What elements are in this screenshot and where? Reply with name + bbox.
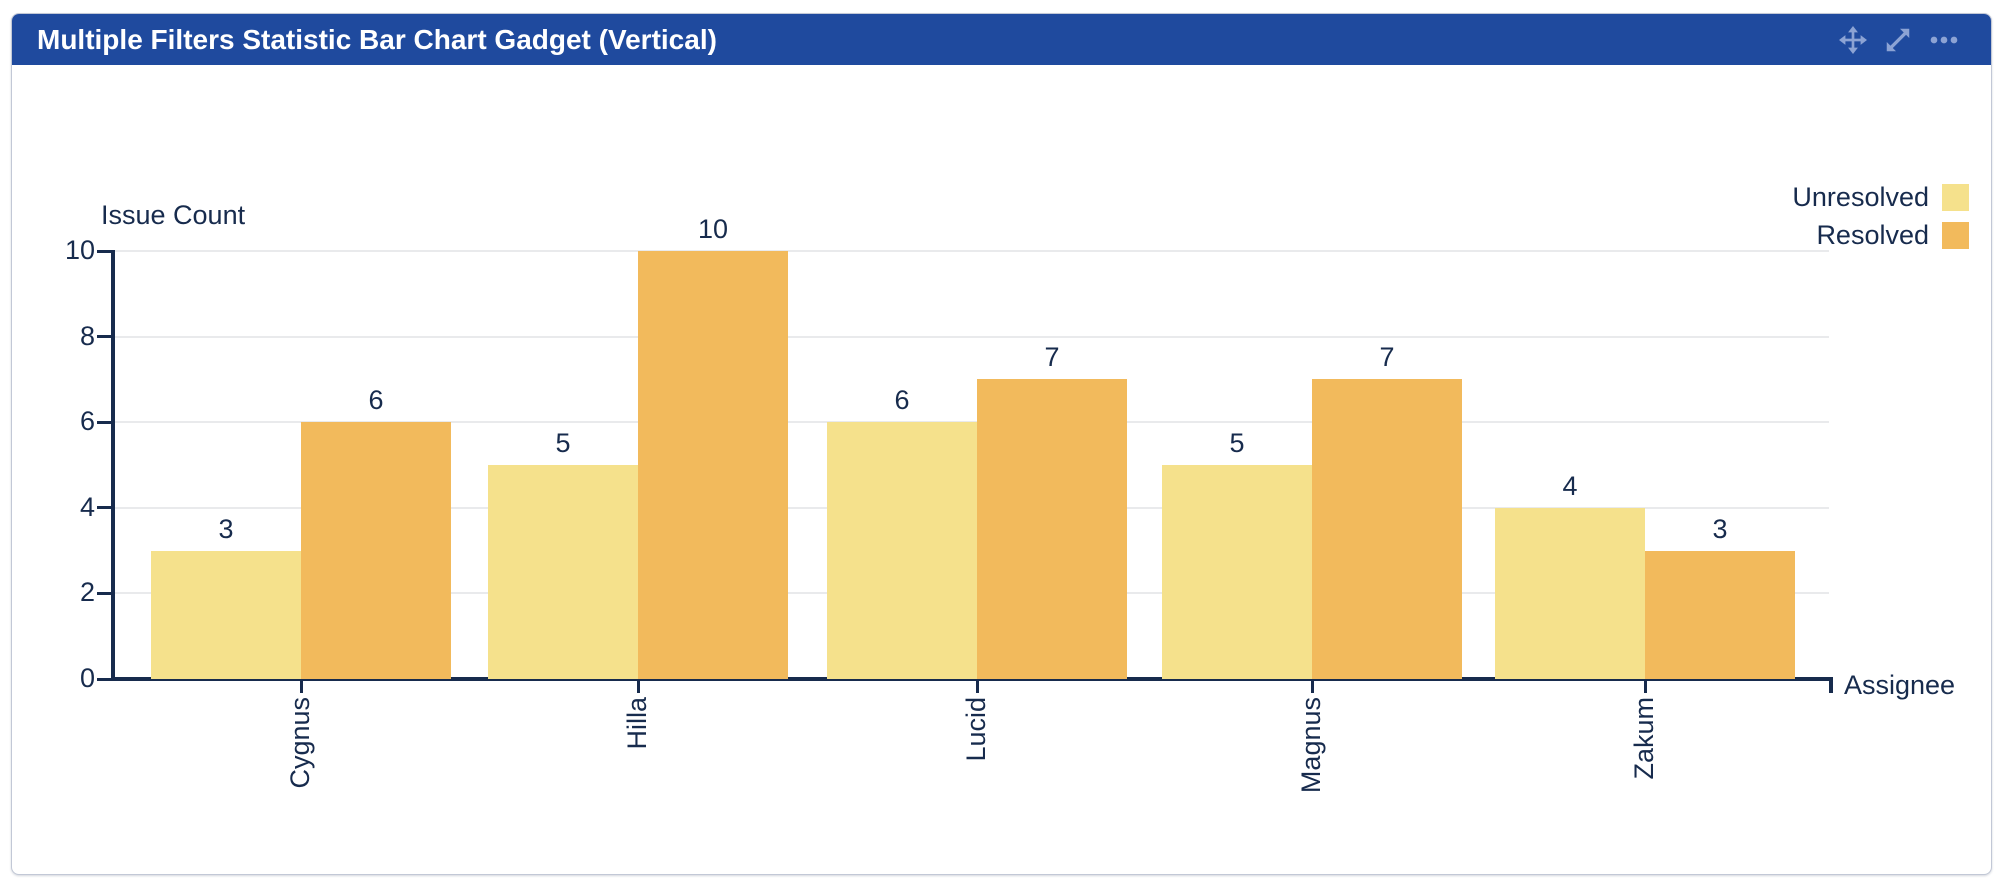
x-tick-mark <box>636 681 640 693</box>
y-axis-line <box>111 250 115 681</box>
x-tick-mark <box>1310 681 1314 693</box>
x-axis-end-tick <box>1829 677 1833 693</box>
bar-resolved-magnus[interactable] <box>1312 379 1462 679</box>
bar-resolved-hilla[interactable] <box>638 251 788 679</box>
legend-item-unresolved[interactable]: Unresolved <box>1792 182 1969 213</box>
y-tick-label: 10 <box>64 235 95 265</box>
y-tick-label: 6 <box>79 406 95 437</box>
bar-unresolved-zakum[interactable] <box>1495 507 1645 679</box>
x-category-label-magnus: Magnus <box>1296 697 1326 794</box>
bar-unresolved-lucid[interactable] <box>827 422 977 679</box>
bar-unresolved-hilla[interactable] <box>488 465 638 679</box>
bar-chart: Unresolved Resolved 0 2 4 6 8 10 Cygnus 3 6 Hilla 5… <box>12 65 1991 874</box>
legend-item-resolved[interactable]: Resolved <box>1792 220 1969 251</box>
bar-resolved-lucid[interactable] <box>977 379 1127 679</box>
bar-value-label: 7 <box>1379 342 1395 373</box>
legend-swatch <box>1942 184 1969 211</box>
y-tick-mark <box>97 677 113 681</box>
expand-icon[interactable] <box>1883 25 1913 55</box>
gadget-card: Multiple Filters Statistic Bar Chart Gad… <box>11 13 1992 875</box>
x-category-label-lucid: Lucid <box>961 697 991 762</box>
gadget-header: Multiple Filters Statistic Bar Chart Gad… <box>12 14 1991 65</box>
x-axis-title: Assignee <box>1844 670 1956 700</box>
more-icon[interactable] <box>1927 24 1961 56</box>
legend-label: Unresolved <box>1792 182 1929 212</box>
y-tick-label: 4 <box>79 491 95 522</box>
bar-unresolved-cygnus[interactable] <box>151 550 301 679</box>
y-tick-mark <box>97 249 113 253</box>
y-tick-mark <box>97 335 113 339</box>
gridline <box>113 335 1829 338</box>
y-tick-label: 2 <box>79 577 95 608</box>
x-tick-mark <box>299 681 303 693</box>
header-toolbar <box>1837 24 1961 56</box>
chart-legend: Unresolved Resolved <box>1792 182 1969 251</box>
bar-value-label: 7 <box>1044 342 1060 373</box>
gadget-title: Multiple Filters Statistic Bar Chart Gad… <box>37 23 717 55</box>
bar-value-label: 5 <box>1229 428 1245 458</box>
x-axis-line <box>111 677 1833 681</box>
bar-value-label: 6 <box>894 385 910 416</box>
y-axis-title: Issue Count <box>101 200 246 230</box>
legend-label: Resolved <box>1816 220 1929 250</box>
move-icon[interactable] <box>1837 24 1869 56</box>
y-tick-mark <box>97 420 113 424</box>
y-tick-label: 0 <box>79 663 95 693</box>
bar-value-label: 3 <box>1712 513 1728 544</box>
bar-value-label: 6 <box>368 385 384 416</box>
x-tick-mark <box>975 681 979 693</box>
x-tick-mark <box>1643 681 1647 693</box>
x-category-label-zakum: Zakum <box>1629 697 1659 780</box>
y-tick-mark <box>97 506 113 510</box>
bar-value-label: 5 <box>555 428 571 458</box>
bar-resolved-zakum[interactable] <box>1645 550 1795 679</box>
bar-value-label: 4 <box>1562 470 1578 501</box>
bar-value-label: 3 <box>218 513 234 544</box>
bar-value-label: 10 <box>697 214 729 244</box>
y-tick-label: 8 <box>79 320 95 351</box>
bar-resolved-cygnus[interactable] <box>301 422 451 679</box>
bar-unresolved-magnus[interactable] <box>1162 465 1312 679</box>
gridline <box>113 250 1829 252</box>
x-category-label-hilla: Hilla <box>622 697 652 750</box>
legend-swatch <box>1942 222 1969 249</box>
y-tick-mark <box>97 591 113 595</box>
x-category-label-cygnus: Cygnus <box>285 697 315 789</box>
